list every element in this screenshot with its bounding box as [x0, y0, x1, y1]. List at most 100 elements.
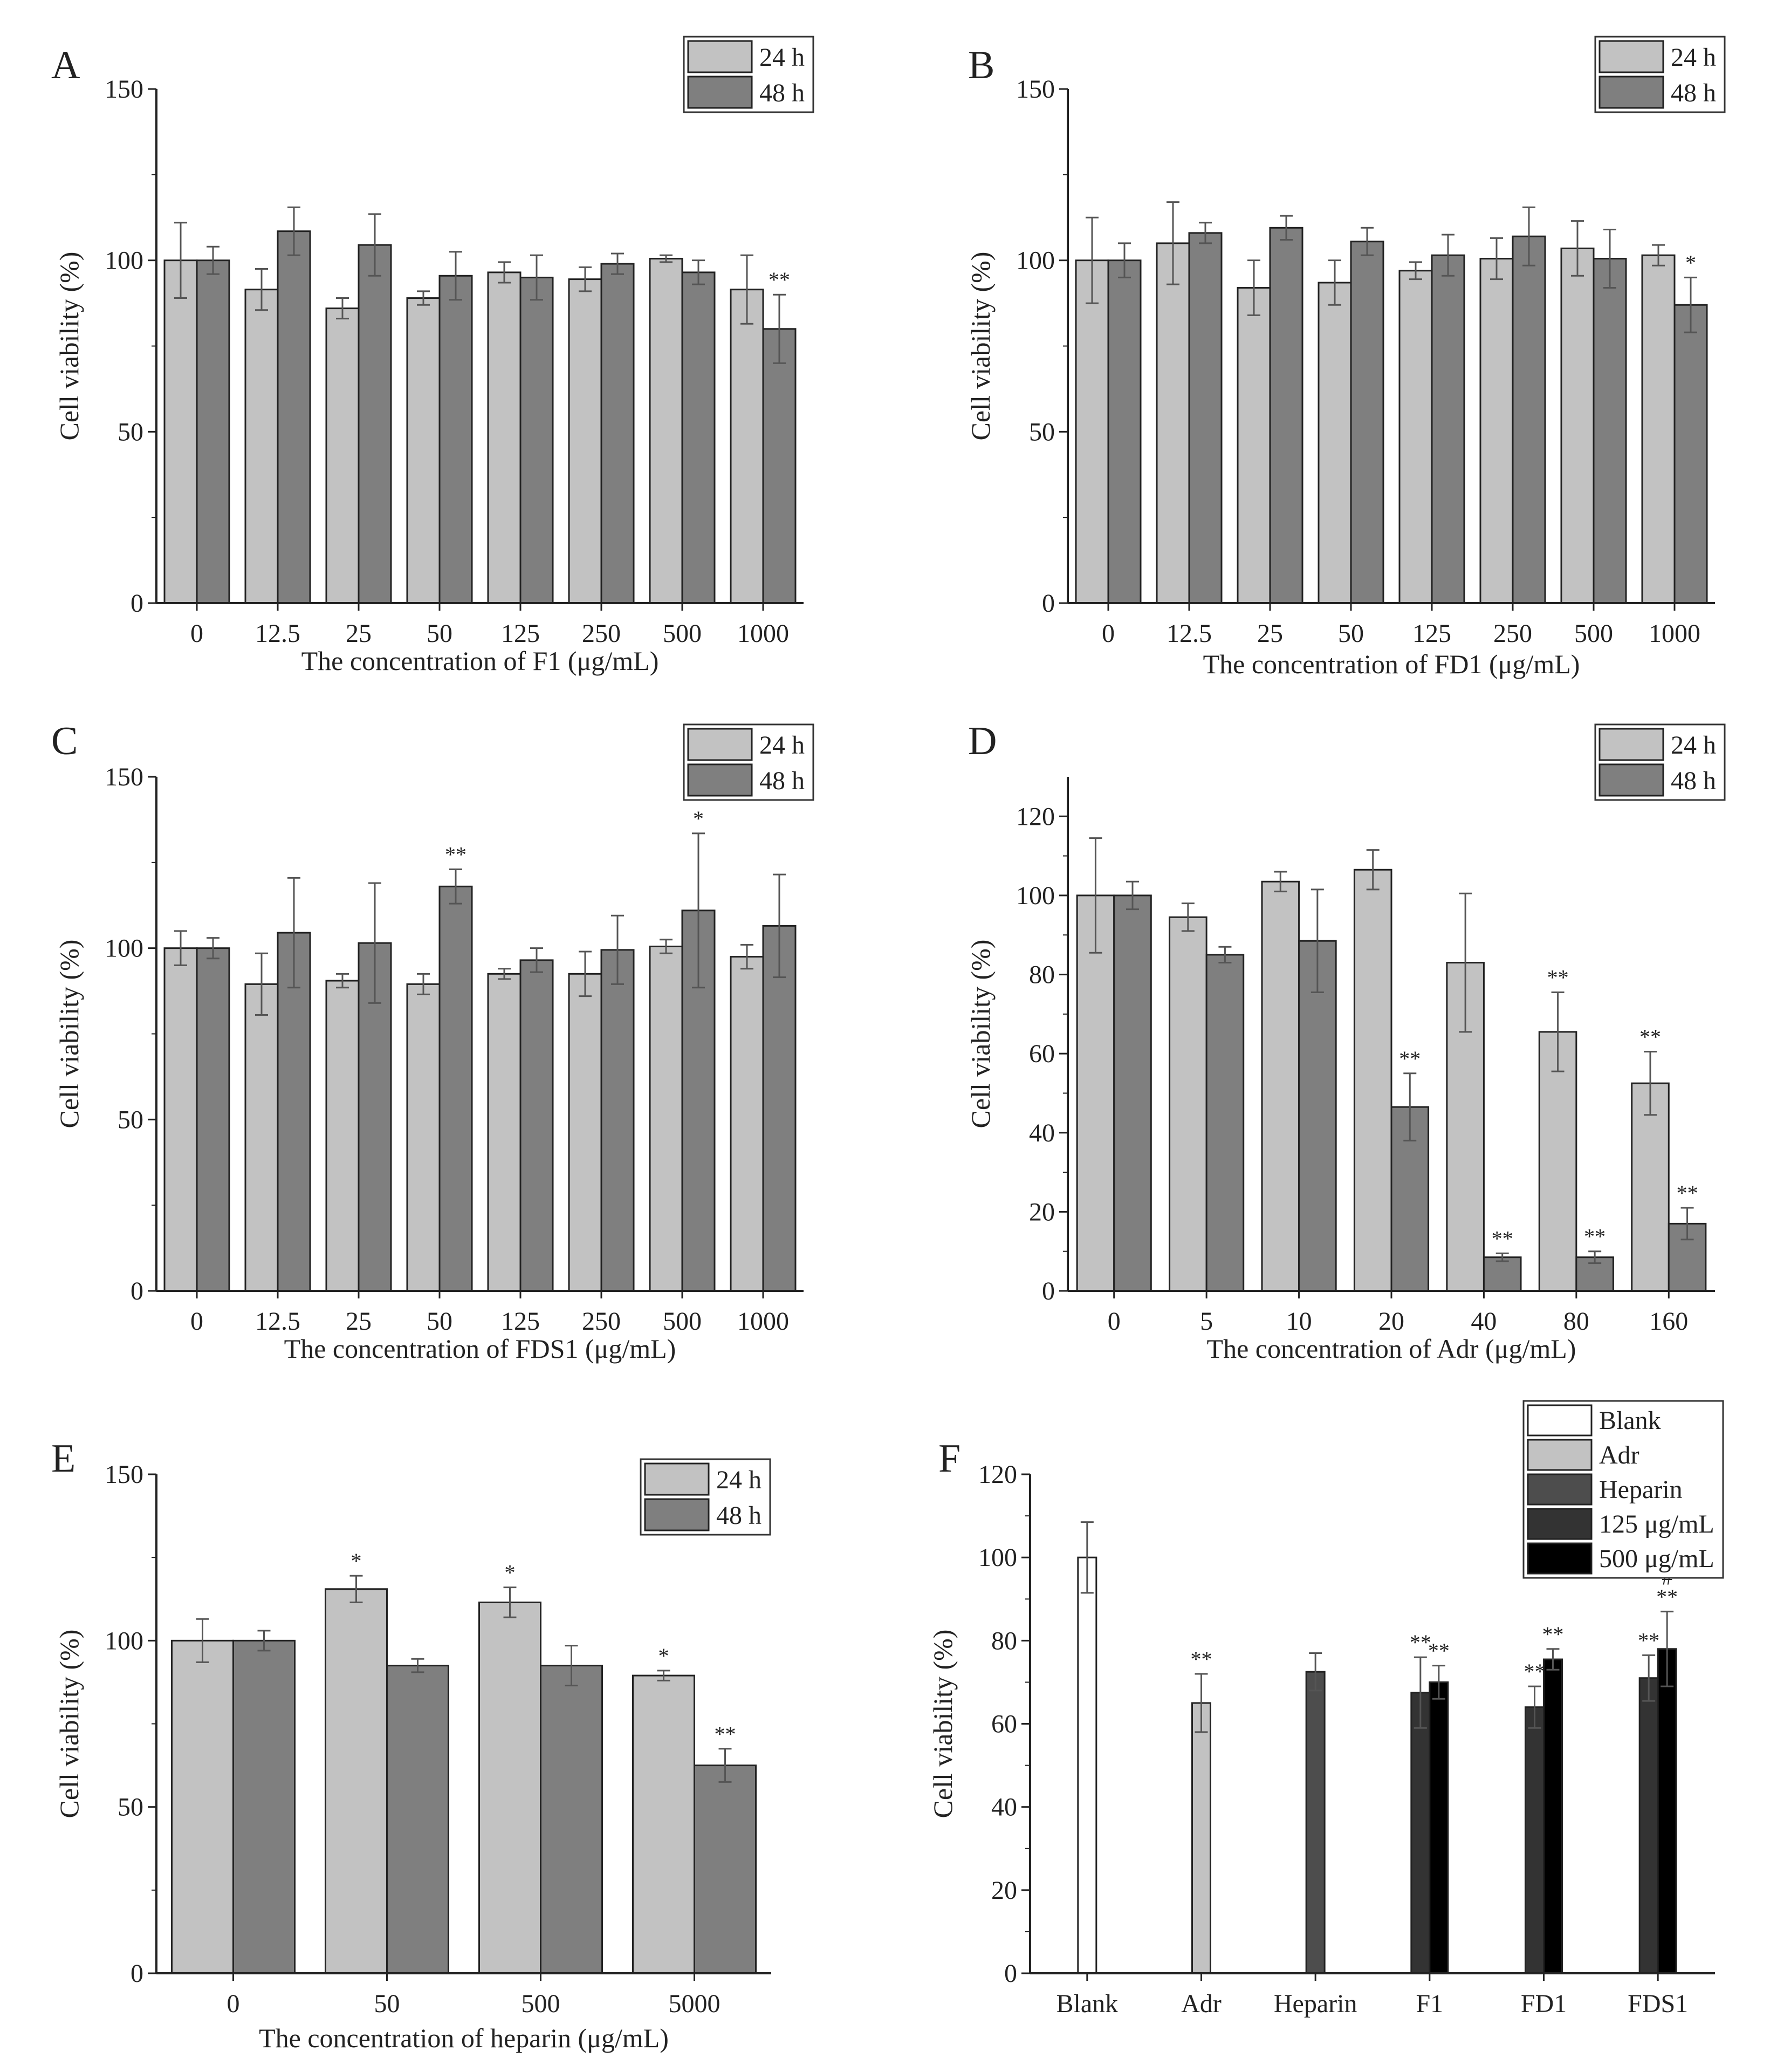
x-tick-label: 20 — [1378, 1307, 1404, 1336]
x-tick-label: 160 — [1649, 1307, 1688, 1336]
y-tick-label: 100 — [105, 934, 143, 963]
x-tick-label: F1 — [1416, 1989, 1443, 2018]
legend-swatch — [687, 76, 753, 109]
x-axis-title: The concentration of F1 (μg/mL) — [301, 646, 659, 676]
x-tick-label: 1000 — [1649, 619, 1700, 648]
x-tick-label: 125 — [501, 1307, 540, 1336]
y-tick-label: 100 — [1016, 247, 1055, 275]
x-axis-title: The concentration of FD1 (μg/mL) — [1203, 649, 1580, 679]
panel-letter: D — [968, 719, 997, 763]
y-axis-title: Cell viability (%) — [54, 940, 84, 1129]
y-tick-label: 120 — [978, 1460, 1017, 1489]
legend-swatch — [1527, 1404, 1593, 1437]
bar — [277, 932, 311, 1292]
bar — [1657, 1648, 1677, 1974]
bar — [1631, 1082, 1670, 1292]
legend-swatch — [687, 40, 753, 73]
x-tick-label: Adr — [1181, 1989, 1222, 2018]
legend-swatch — [644, 1462, 710, 1496]
x-tick-label: 25 — [346, 619, 372, 648]
significance-label: * — [505, 1561, 516, 1585]
y-tick-label: 20 — [991, 1876, 1017, 1905]
bar — [1512, 235, 1546, 604]
bar — [163, 259, 198, 604]
significance-label: ** — [769, 268, 790, 292]
bar — [519, 276, 554, 604]
chart-panel-a: ** 0 50 100 150 0 12.5 25 50 125 250 500 1000 Cell vi… — [51, 36, 814, 676]
legend-swatch — [1527, 1542, 1593, 1575]
y-tick-label: 50 — [1029, 418, 1055, 446]
y-tick-label: 100 — [978, 1543, 1017, 1572]
y-tick-label: 50 — [118, 1105, 143, 1134]
x-tick-label: 0 — [190, 619, 203, 648]
legend-swatch — [1527, 1439, 1593, 1471]
bar — [196, 947, 230, 1292]
bar — [1525, 1706, 1545, 1974]
x-tick-label: 25 — [1257, 619, 1283, 648]
legend-swatch — [687, 763, 753, 797]
significance-label: ** — [1677, 1181, 1698, 1205]
bar — [1429, 1681, 1449, 1974]
bar — [163, 947, 198, 1292]
x-tick-label: 50 — [427, 619, 452, 648]
bar — [694, 1765, 757, 1974]
bar — [325, 1588, 388, 1974]
bar — [171, 1639, 234, 1974]
bar — [438, 885, 473, 1292]
legend-label: 48 h — [716, 1501, 761, 1530]
bar — [1107, 259, 1142, 604]
bar — [325, 307, 360, 604]
legend-label: 48 h — [759, 79, 805, 107]
x-tick-label: 1000 — [737, 1307, 789, 1336]
panel-letter: E — [51, 1437, 76, 1481]
legend-label: Blank — [1599, 1406, 1661, 1435]
x-tick-label: 50 — [374, 1989, 400, 2018]
bar — [1188, 232, 1223, 604]
x-tick-label: 0 — [227, 1989, 240, 2018]
x-axis-title: The concentration of Adr (μg/mL) — [1207, 1334, 1576, 1364]
bar — [1638, 1677, 1659, 1974]
bar — [1398, 270, 1433, 604]
bar — [1538, 1031, 1577, 1292]
y-tick-label: 0 — [1042, 589, 1055, 618]
bar — [277, 230, 311, 604]
x-tick-label: 125 — [1412, 619, 1451, 648]
x-tick-label: 5 — [1200, 1307, 1213, 1336]
bar — [1113, 894, 1152, 1292]
x-tick-label: 250 — [1493, 619, 1532, 648]
significance-label: ** — [1410, 1630, 1431, 1654]
x-tick-label: Blank — [1056, 1989, 1119, 2018]
legend-swatch — [1598, 763, 1664, 797]
legend-label: 48 h — [1671, 767, 1716, 795]
significance-label: ** — [445, 843, 466, 867]
bar — [438, 275, 473, 604]
chart-panel-b: * 0 50 100 150 0 12.5 25 50 125 250 500 1000 Cell via… — [965, 36, 1726, 679]
legend-swatch — [1527, 1473, 1593, 1506]
significance-line: ** — [1656, 1584, 1678, 1609]
bar — [762, 925, 797, 1292]
bar — [1431, 254, 1465, 604]
x-tick-label: 12.5 — [255, 1307, 300, 1336]
bar — [1641, 254, 1676, 604]
x-tick-label: FDS1 — [1628, 1989, 1688, 2018]
bar — [730, 289, 764, 604]
y-tick-label: 20 — [1029, 1198, 1055, 1226]
bar — [1191, 1702, 1211, 1974]
legend-swatch — [1598, 76, 1664, 109]
significance-label: ** — [1492, 1226, 1513, 1250]
y-axis-title: Cell viability (%) — [965, 252, 996, 441]
bar — [1350, 241, 1384, 604]
chart-panel-f: ************#**020406080100120BlankAdrHe… — [928, 1400, 1724, 2018]
bar — [487, 271, 522, 604]
bar — [358, 244, 392, 604]
bar — [1353, 869, 1392, 1292]
legend-swatch — [687, 728, 753, 761]
x-tick-label: 250 — [582, 619, 621, 648]
legend-label: 125 μg/mL — [1599, 1510, 1714, 1538]
y-tick-label: 0 — [1004, 1959, 1017, 1988]
legend-swatch — [644, 1498, 710, 1531]
y-tick-label: 0 — [131, 589, 143, 618]
bar — [1543, 1658, 1563, 1974]
